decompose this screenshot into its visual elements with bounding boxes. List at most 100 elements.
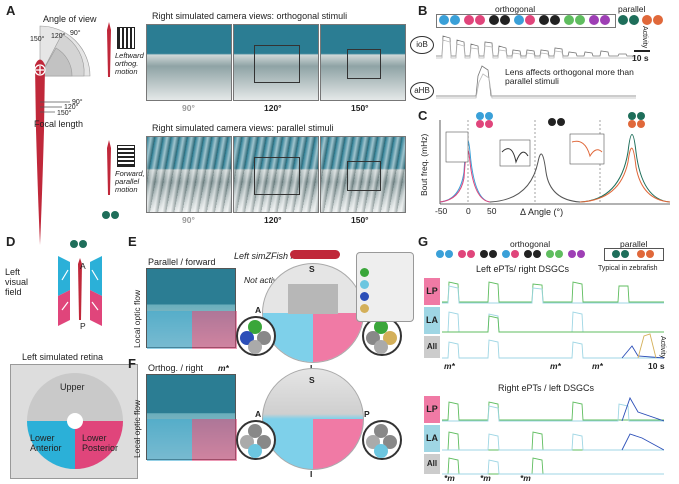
grating-ortho-icon	[117, 27, 135, 49]
panel-label-a: A	[6, 3, 16, 18]
c-xtick-50: 50	[487, 206, 497, 216]
par-camera-title: Right simulated camera views: parallel s…	[152, 123, 334, 133]
focal-150-label: 150°	[57, 110, 72, 117]
angle-120-label: 120°	[51, 33, 66, 40]
c-legend-dots-2	[548, 118, 566, 126]
g-top-row-all: All	[424, 336, 440, 358]
g-bottom-row-la: LA	[424, 425, 440, 452]
g-parallel-dots	[612, 250, 655, 258]
e-side-label: Local optic flow	[132, 289, 142, 348]
c-ylabel: Bout freq. (mHz)	[419, 133, 429, 196]
panel-label-b: B	[418, 3, 428, 18]
panel-label-e: E	[128, 234, 137, 249]
dsgc-posterior-dot	[360, 304, 369, 313]
f-i-label: I	[310, 469, 313, 479]
ortho-cam-label-120: 120°	[264, 103, 282, 113]
e-dsgc-left-cluster	[236, 316, 276, 356]
g-top-row-la: LA	[424, 307, 440, 334]
d-lower-posterior-label: Lower Posterior	[82, 433, 119, 453]
fish-icon-ortho	[107, 22, 111, 77]
d-visual-field-diagram	[58, 256, 102, 326]
eye-pair-icon	[102, 206, 120, 224]
e-retina-label: Left simZFish retina	[234, 251, 314, 261]
camera-view-ortho-90	[146, 24, 232, 101]
c-chart	[439, 120, 671, 205]
dsgc-anterior-dot	[360, 292, 369, 301]
f-flow-field	[146, 374, 237, 461]
b-parallel-dots	[618, 15, 664, 25]
g-parallel-label: parallel	[620, 239, 648, 249]
e-flow-field	[146, 268, 237, 349]
c-xlabel: Δ Angle (°)	[520, 207, 564, 217]
angle-of-view-label: Angle of view	[43, 14, 97, 24]
g-note: Typical in zebrafish	[598, 265, 658, 272]
g-top-title: Left ePTs/ right DSGCs	[476, 264, 570, 274]
d-a-label: A	[80, 261, 86, 271]
b-row-iob: ioB	[410, 36, 434, 54]
par-cam-label-150: 150°	[351, 215, 369, 225]
b-scale-label: 10 s	[632, 53, 649, 63]
f-p-label: P	[364, 409, 370, 419]
motion-par-label: Forward, parallel motion	[115, 169, 145, 194]
focal-length-label: Focal length	[34, 119, 84, 129]
d-lower-anterior-label: Lower Anterior	[30, 433, 62, 453]
f-s-label: S	[309, 375, 315, 385]
c-legend-dots-1	[476, 112, 494, 128]
b-stimulus-icons	[436, 14, 616, 28]
b-traces	[436, 35, 636, 99]
f-side-label: Local optic flow	[132, 399, 142, 458]
dsgc-superior-dot	[360, 268, 369, 277]
b-orthogonal-label: orthogonal	[495, 4, 536, 14]
d-retina-box	[10, 364, 138, 479]
d-retina-circle	[27, 373, 123, 469]
g-top-m2: m*	[550, 361, 561, 371]
b-parallel-label: parallel	[618, 4, 646, 14]
panel-label-f: F	[128, 356, 136, 371]
g-activity-label: Activity	[659, 336, 666, 359]
angle-90-label: 90°	[70, 30, 81, 37]
g-top-traces	[442, 281, 664, 359]
camera-view-ortho-120	[233, 24, 319, 101]
e-not-activated: Not activated	[244, 275, 294, 285]
camera-view-par-120	[233, 136, 319, 213]
dsgc-inferior-dot	[360, 280, 369, 289]
e-a-label: A	[255, 305, 262, 315]
b-activity-label: Activity	[641, 26, 648, 49]
e-retina-disc	[262, 263, 364, 363]
g-bottom-m1: *m	[444, 473, 455, 483]
angle-150-label: 150°	[30, 36, 45, 43]
c-xtick-neg50: -50	[435, 206, 448, 216]
panel-label-g: G	[418, 234, 429, 249]
panel-label-c: C	[418, 108, 428, 123]
e-s-label: S	[309, 264, 315, 274]
g-bottom-m3: *m	[520, 473, 531, 483]
g-bottom-title: Right ePTs / left DSGCs	[498, 383, 595, 393]
d-p-label: P	[80, 321, 86, 331]
camera-view-par-90	[146, 136, 232, 213]
ortho-cam-label-90: 90°	[182, 103, 195, 113]
focal-120-label: 120°	[64, 104, 79, 111]
g-orthogonal-label: orthogonal	[510, 239, 551, 249]
d-upper-label: Upper	[60, 382, 85, 392]
g-scale-label: 10 s	[648, 361, 665, 371]
f-retina-band	[262, 368, 364, 470]
g-bottom-row-all: All	[424, 454, 440, 474]
g-top-m3: m*	[592, 361, 603, 371]
g-top-m1: m*	[444, 361, 455, 371]
d-left-visual-field: Left visual field	[5, 267, 29, 297]
grating-par-icon	[117, 145, 135, 167]
b-note: Lens affects orthogonal more than parall…	[505, 67, 634, 86]
panel-label-d: D	[6, 234, 16, 249]
f-title: Orthog. / right	[148, 363, 204, 373]
e-dsgc-right-cluster	[362, 316, 402, 356]
b-scale-bar	[634, 50, 650, 52]
motion-ortho-label: Leftward orthog. motion	[115, 51, 144, 76]
b-row-ahb: aHB	[410, 82, 434, 100]
par-cam-label-90: 90°	[182, 215, 195, 225]
ortho-cam-label-150: 150°	[351, 103, 369, 113]
fish-angle-diagram	[34, 25, 91, 245]
g-stimulus-dots	[436, 250, 586, 258]
g-bottom-row-lp: LP	[424, 396, 440, 423]
g-top-row-lp: LP	[424, 278, 440, 305]
g-parallel-box	[604, 248, 664, 261]
